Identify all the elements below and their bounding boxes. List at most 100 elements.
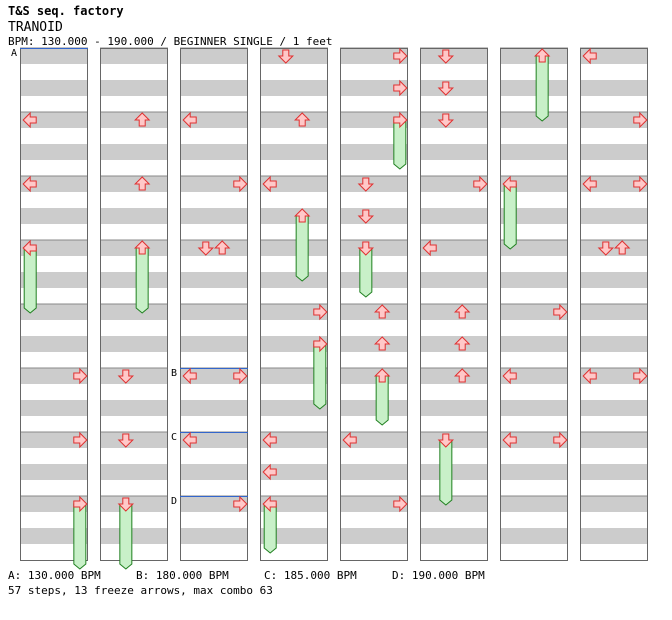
beat-stripe xyxy=(420,528,488,544)
step-arrow-right xyxy=(313,303,328,321)
bpm-marker-label: A xyxy=(11,48,17,59)
chart-column-6 xyxy=(420,48,488,561)
step-arrow-down xyxy=(437,81,455,96)
bpm-legend-b: B: 180.000 BPM xyxy=(136,569,229,582)
beat-stripe xyxy=(340,176,408,192)
beat-stripe xyxy=(180,432,248,448)
chart-info: BPM: 130.000 - 190.000 / BEGINNER SINGLE… xyxy=(8,35,333,48)
step-arrow-down xyxy=(117,369,135,384)
beat-stripe xyxy=(580,368,648,384)
beat-stripe xyxy=(100,496,168,512)
beat-stripe xyxy=(420,144,488,160)
beat-stripe xyxy=(180,208,248,224)
beat-stripe xyxy=(420,400,488,416)
beat-stripe xyxy=(500,272,568,288)
beat-stripe xyxy=(100,176,168,192)
beat-stripe xyxy=(100,368,168,384)
beat-stripe xyxy=(180,176,248,192)
beat-stripe xyxy=(260,336,328,352)
beat-stripe xyxy=(100,208,168,224)
beat-stripe xyxy=(180,144,248,160)
beat-stripe xyxy=(500,432,568,448)
bpm-legend-d: D: 190.000 BPM xyxy=(392,569,485,582)
beat-stripe xyxy=(500,336,568,352)
beat-stripe xyxy=(580,176,648,192)
step-arrow-left xyxy=(22,175,37,193)
beat-stripe xyxy=(260,48,328,64)
freeze-arrow xyxy=(313,343,327,410)
beat-stripe xyxy=(20,400,88,416)
beat-stripe xyxy=(340,304,408,320)
beat-stripe xyxy=(500,112,568,128)
beat-stripe xyxy=(340,368,408,384)
beat-stripe xyxy=(420,80,488,96)
beat-stripe xyxy=(20,304,88,320)
step-arrow-left xyxy=(262,431,277,449)
bpm-legend-c: C: 185.000 BPM xyxy=(264,569,357,582)
step-arrow-right xyxy=(233,175,248,193)
beat-stripe xyxy=(500,240,568,256)
beat-stripe xyxy=(420,496,488,512)
step-arrow-up xyxy=(453,336,471,351)
step-arrow-right xyxy=(633,367,648,385)
beat-stripe xyxy=(340,272,408,288)
freeze-arrow xyxy=(503,183,517,250)
beat-stripe xyxy=(420,176,488,192)
freeze-arrow xyxy=(439,439,453,506)
beat-stripe xyxy=(580,112,648,128)
beat-stripe xyxy=(20,240,88,256)
beat-stripe xyxy=(100,400,168,416)
beat-stripe xyxy=(580,240,648,256)
freeze-arrow xyxy=(135,247,149,314)
song-title: TRANOID xyxy=(8,20,63,35)
beat-stripe xyxy=(580,464,648,480)
beat-stripe xyxy=(580,496,648,512)
beat-stripe xyxy=(100,464,168,480)
step-arrow-left xyxy=(342,431,357,449)
beat-stripe xyxy=(500,528,568,544)
beat-stripe xyxy=(20,48,88,64)
step-arrow-down xyxy=(117,497,135,512)
beat-stripe xyxy=(260,528,328,544)
step-arrow-left xyxy=(422,239,437,257)
beat-stripe xyxy=(500,176,568,192)
beat-stripe xyxy=(260,144,328,160)
chart-column-2 xyxy=(100,48,168,561)
beat-stripe xyxy=(180,240,248,256)
step-arrow-down xyxy=(197,241,215,256)
beat-stripe xyxy=(180,80,248,96)
beat-stripe xyxy=(20,496,88,512)
step-arrow-left xyxy=(182,431,197,449)
beat-stripe xyxy=(260,368,328,384)
step-arrow-down xyxy=(117,433,135,448)
beat-stripe xyxy=(180,336,248,352)
beat-stripe xyxy=(500,208,568,224)
bpm-marker-label: B xyxy=(171,368,177,379)
freeze-arrow xyxy=(23,247,37,314)
bpm-legend-a: A: 130.000 BPM xyxy=(8,569,101,582)
step-arrow-left xyxy=(502,431,517,449)
step-arrow-right xyxy=(393,47,408,65)
beat-stripe xyxy=(500,48,568,64)
beat-stripe xyxy=(420,432,488,448)
beat-stripe xyxy=(420,112,488,128)
step-arrow-right xyxy=(233,367,248,385)
beat-stripe xyxy=(340,496,408,512)
beat-stripe xyxy=(420,464,488,480)
beat-stripe xyxy=(180,496,248,512)
step-arrow-right xyxy=(633,111,648,129)
chart-column-5 xyxy=(340,48,408,561)
beat-stripe xyxy=(420,368,488,384)
beat-stripe xyxy=(260,432,328,448)
step-arrow-right xyxy=(633,175,648,193)
step-arrow-left xyxy=(262,175,277,193)
beat-stripe xyxy=(260,112,328,128)
step-arrow-left xyxy=(22,239,37,257)
beat-stripe xyxy=(20,336,88,352)
step-arrow-down xyxy=(357,241,375,256)
beat-stripe xyxy=(340,400,408,416)
beat-stripe xyxy=(260,400,328,416)
beat-stripe xyxy=(420,304,488,320)
site-title: T&S seq. factory xyxy=(8,4,124,18)
beat-stripe xyxy=(100,304,168,320)
